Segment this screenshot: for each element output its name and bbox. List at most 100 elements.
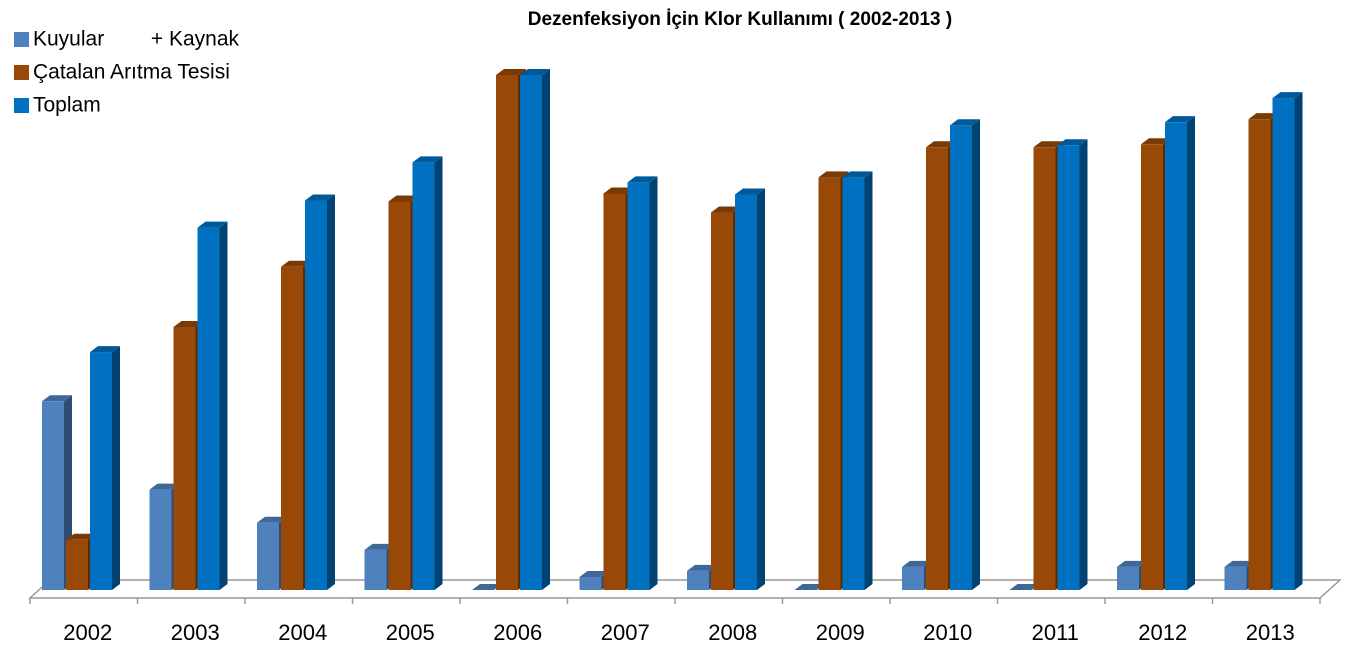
legend-label: Toplam	[33, 94, 101, 117]
bar-top	[472, 584, 502, 590]
bar-front	[818, 177, 841, 591]
bar-top	[794, 584, 825, 590]
bar-top	[149, 483, 180, 490]
bar-side	[1187, 116, 1195, 591]
bar-top	[173, 320, 204, 327]
bar-top	[842, 171, 873, 178]
bar	[197, 221, 228, 590]
bar-front	[950, 125, 972, 590]
bar-front	[197, 227, 220, 590]
x-tick-label: 2003	[171, 620, 220, 645]
bar-top	[520, 69, 550, 75]
x-tick-label: 2012	[1138, 620, 1187, 645]
bar-front	[173, 326, 196, 590]
bar-front	[603, 193, 626, 591]
bar-front	[687, 570, 709, 590]
bar	[842, 171, 873, 591]
bar-front	[412, 162, 435, 591]
x-tick-label: 2002	[63, 620, 112, 645]
bar	[1165, 116, 1195, 591]
bar-front	[1141, 144, 1163, 590]
bar-side	[434, 156, 443, 591]
x-tick-label: 2010	[923, 620, 972, 645]
bar-top	[1272, 92, 1303, 99]
bar-front	[735, 194, 757, 591]
x-tick-label: 2011	[1032, 620, 1079, 645]
bar-side	[219, 221, 228, 590]
bar-top	[388, 195, 419, 202]
bar-top	[412, 156, 443, 163]
bar-top	[1165, 116, 1195, 123]
bar-top	[197, 221, 228, 228]
bar-top	[902, 560, 932, 567]
bar-top	[257, 516, 287, 523]
bar-top	[818, 171, 849, 178]
bar-front	[388, 201, 411, 591]
bar-front	[149, 489, 172, 590]
bar-front	[364, 549, 387, 590]
bar-front	[926, 147, 948, 590]
bar-front	[66, 539, 88, 590]
bar-front	[496, 75, 518, 590]
bar	[1057, 139, 1088, 591]
legend-swatch	[14, 32, 29, 47]
bar-side	[1079, 139, 1088, 591]
bar-front	[1248, 119, 1271, 590]
x-tick-label: 2005	[386, 620, 435, 645]
bar-top	[1117, 560, 1147, 567]
bar-front	[1057, 145, 1080, 591]
x-tick-label: 2004	[278, 620, 327, 645]
bar-side	[327, 194, 335, 590]
bar-front	[842, 177, 865, 591]
bar-top	[926, 141, 956, 148]
bar	[1009, 584, 1040, 590]
bar	[1272, 92, 1303, 591]
bar	[520, 69, 550, 590]
bar-front	[579, 576, 602, 590]
bar-front	[257, 522, 279, 590]
bar-side	[757, 188, 765, 591]
bar	[472, 584, 502, 590]
legend-label: Kuyular + Kaynak	[33, 28, 240, 51]
bar-front	[1272, 98, 1295, 591]
bar-top	[1009, 584, 1040, 590]
bar-top	[1141, 138, 1171, 145]
bar-top	[603, 187, 634, 194]
bar	[950, 119, 980, 590]
x-tick-label: 2006	[493, 620, 542, 645]
bar-side	[972, 119, 980, 590]
bar-front	[42, 401, 64, 590]
bar-front	[305, 200, 327, 590]
bar-top	[496, 69, 526, 75]
bar	[412, 156, 443, 591]
bar-front	[281, 266, 303, 590]
bar-front	[902, 566, 924, 590]
bar-top	[1224, 560, 1255, 567]
bar-side	[1294, 92, 1303, 591]
bar-top	[1248, 113, 1279, 120]
bar-front	[711, 212, 733, 590]
bar-top	[281, 260, 311, 267]
bar	[90, 346, 120, 590]
bar	[735, 188, 765, 591]
bar-front	[520, 75, 542, 590]
bar-front	[90, 352, 112, 590]
bar-top	[735, 188, 765, 195]
bar-front	[1033, 147, 1056, 590]
bar-side	[864, 171, 873, 591]
legend-label: Çatalan Arıtma Tesisi	[33, 61, 230, 84]
bar-top	[579, 570, 610, 577]
bar-top	[364, 543, 395, 550]
bar	[305, 194, 335, 590]
bar-top	[1033, 141, 1064, 148]
bar-top	[627, 176, 658, 183]
bar-top	[950, 119, 980, 126]
bar-front	[627, 182, 650, 590]
bar-side	[542, 69, 550, 590]
bar-top	[66, 533, 96, 540]
bar-top	[305, 194, 335, 201]
bar-front	[1224, 566, 1247, 590]
chart-title: Dezenfeksiyon İçin Klor Kullanımı ( 2002…	[528, 9, 952, 30]
legend-swatch	[14, 98, 29, 113]
